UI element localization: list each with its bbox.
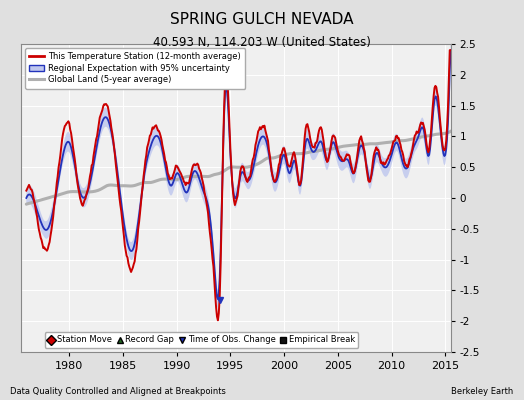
Legend: Station Move, Record Gap, Time of Obs. Change, Empirical Break: Station Move, Record Gap, Time of Obs. C… <box>45 332 358 348</box>
Text: Berkeley Earth: Berkeley Earth <box>451 387 514 396</box>
Text: Data Quality Controlled and Aligned at Breakpoints: Data Quality Controlled and Aligned at B… <box>10 387 226 396</box>
Text: 40.593 N, 114.203 W (United States): 40.593 N, 114.203 W (United States) <box>153 36 371 49</box>
Text: SPRING GULCH NEVADA: SPRING GULCH NEVADA <box>170 12 354 27</box>
